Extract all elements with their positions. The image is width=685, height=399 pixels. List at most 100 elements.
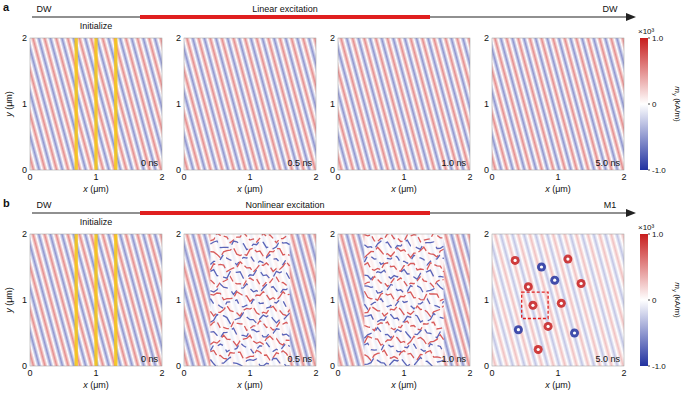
panel-plot <box>338 234 470 366</box>
x-tick-label: 1 <box>247 172 252 182</box>
panel-frame <box>338 234 470 366</box>
y-tick-label: 0 <box>176 165 181 175</box>
disorder-texture <box>364 299 443 310</box>
timeline-init: Initialize <box>80 21 113 31</box>
time-label: 1.0 ns <box>441 158 466 168</box>
axis-unit: (μm) <box>396 184 417 194</box>
x-axis-title: x (μm) <box>544 184 571 194</box>
x-tick-label: 1 <box>401 368 406 378</box>
y-tick-label: 0 <box>22 361 27 371</box>
panel-frame <box>492 38 624 170</box>
axis-unit: (μm) <box>242 184 263 194</box>
disorder-band <box>210 234 289 366</box>
x-tick-label: 0 <box>27 368 32 378</box>
panel-plot <box>30 234 162 366</box>
disorder-texture <box>210 254 289 265</box>
y-tick-label: 2 <box>484 33 489 43</box>
colorbar-unit: (kA/m) <box>673 96 682 122</box>
x-tick-label: 2 <box>159 368 164 378</box>
skyrmion <box>544 322 553 331</box>
y-tick-label: 2 <box>22 33 27 43</box>
disorder-texture <box>364 276 443 287</box>
init-region <box>75 38 78 170</box>
y-tick-label: 0 <box>330 165 335 175</box>
highlight-box <box>522 292 548 318</box>
disorder-texture <box>210 234 289 243</box>
y-axis-title: y (μm) <box>4 91 14 118</box>
colorbar <box>640 38 648 170</box>
skyrmion-core <box>514 259 517 262</box>
panel-frame <box>184 38 316 170</box>
disorder-texture <box>364 314 443 323</box>
disorder-texture <box>364 306 443 317</box>
x-axis-title: x (μm) <box>82 380 109 390</box>
x-tick-label: 0 <box>181 172 186 182</box>
disorder-texture <box>364 254 443 265</box>
timeline-arrowhead <box>626 13 636 21</box>
skyrmion <box>570 329 579 338</box>
y-tick-label: 0 <box>484 361 489 371</box>
skyrmion <box>514 325 523 334</box>
axis-unit: (μm) <box>396 380 417 390</box>
axis-unit: (μm) <box>550 380 571 390</box>
disorder-texture <box>210 292 289 302</box>
field-map <box>492 234 624 366</box>
timeline-end: DW <box>603 4 618 14</box>
panel-plot <box>30 38 162 170</box>
disorder-texture <box>210 343 289 354</box>
x-tick-label: 0 <box>335 368 340 378</box>
x-tick-label: 2 <box>159 172 164 182</box>
time-label: 1.0 ns <box>441 354 466 364</box>
disorder-texture <box>364 284 443 294</box>
skyrmion-core <box>547 325 550 328</box>
y-axis-title: y (μm) <box>4 287 14 314</box>
x-axis-title: x (μm) <box>390 380 417 390</box>
y-tick-label: 1 <box>484 295 489 305</box>
y-tick-label: 1 <box>330 295 335 305</box>
x-tick-label: 0 <box>489 368 494 378</box>
skyrmion-core <box>573 331 576 334</box>
x-tick-label: 2 <box>313 172 318 182</box>
panel-plot <box>338 38 470 170</box>
colorbar-tick-label: -1.0 <box>652 362 666 371</box>
x-tick-label: 0 <box>489 172 494 182</box>
disorder-texture <box>364 350 443 360</box>
disorder-band <box>364 234 443 366</box>
x-tick-label: 0 <box>27 172 32 182</box>
panel-frame <box>30 234 162 366</box>
panel-plot <box>184 234 316 366</box>
disorder-texture <box>210 357 289 366</box>
skyrmion <box>557 299 566 308</box>
panel-frame <box>184 234 316 366</box>
panel-frame <box>492 234 624 366</box>
disorder-texture <box>364 357 443 366</box>
x-tick-label: 2 <box>621 368 626 378</box>
colorbar <box>640 234 648 366</box>
disorder-texture <box>210 350 289 360</box>
time-label: 0 ns <box>141 158 159 168</box>
x-axis-title: x (μm) <box>236 184 263 194</box>
skyrmion-core <box>527 285 530 288</box>
y-tick-label: 1 <box>22 295 27 305</box>
panel-plot <box>184 38 316 170</box>
disorder-texture <box>210 335 289 346</box>
timeline-init: Initialize <box>80 217 113 227</box>
skyrmion-core <box>553 279 556 282</box>
field-map <box>492 38 624 170</box>
x-tick-label: 1 <box>555 172 560 182</box>
disorder-texture <box>364 263 443 272</box>
x-axis-title: x (μm) <box>390 184 417 194</box>
field-map <box>338 38 470 170</box>
y-tick-label: 0 <box>22 165 27 175</box>
axis-unit: (μm) <box>4 91 14 112</box>
x-tick-label: 1 <box>247 368 252 378</box>
field-map <box>30 234 162 366</box>
x-tick-label: 2 <box>467 172 472 182</box>
skyrmion-core <box>531 304 534 307</box>
axis-unit: (μm) <box>88 380 109 390</box>
colorbar-tick <box>648 170 650 171</box>
x-tick-label: 1 <box>93 172 98 182</box>
y-tick-label: 2 <box>176 229 181 239</box>
disorder-texture <box>364 247 443 258</box>
y-tick-label: 0 <box>330 361 335 371</box>
